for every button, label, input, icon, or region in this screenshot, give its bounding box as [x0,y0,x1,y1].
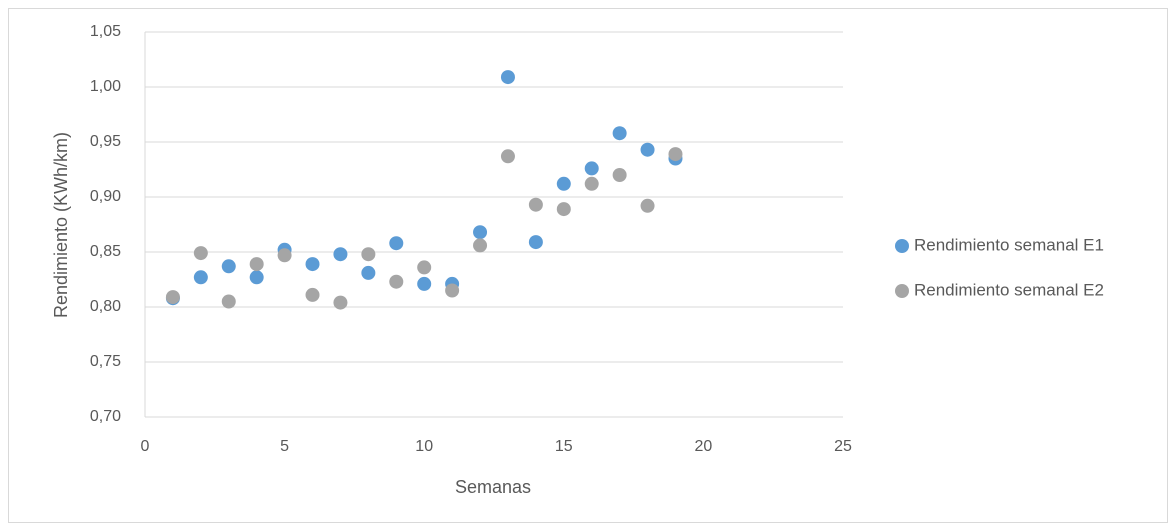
scatter-point [556,202,571,217]
scatter-point [361,265,376,280]
scatter-point [528,235,543,250]
y-tick-label: 1,00 [90,78,121,95]
scatter-point [640,142,655,157]
scatter-point [445,283,460,298]
y-tick-label: 1,05 [90,23,121,40]
scatter-point [249,270,264,285]
scatter-point [500,70,515,85]
x-tick-label: 0 [141,438,150,455]
scatter-point [277,248,292,263]
legend-marker [895,239,909,253]
scatter-point [305,287,320,302]
scatter-point [417,276,432,291]
y-tick-label: 0,95 [90,133,121,150]
y-tick-label: 0,90 [90,188,121,205]
scatter-point [668,147,683,162]
x-tick-label: 10 [415,438,433,455]
y-axis-label: Rendimiento (KWh/km) [51,132,71,318]
scatter-point [249,257,264,272]
scatter-point [221,259,236,274]
x-tick-label: 20 [695,438,713,455]
legend-marker [895,284,909,298]
y-tick-label: 0,80 [90,298,121,315]
scatter-point [333,295,348,310]
scatter-point [361,247,376,262]
x-axis-label: Semanas [455,477,531,497]
scatter-point [584,176,599,191]
x-tick-label: 5 [280,438,289,455]
scatter-point [556,176,571,191]
chart-border [8,8,1168,523]
scatter-point [612,168,627,182]
scatter-point [221,294,236,309]
scatter-point [473,225,488,240]
scatter-point [528,197,543,212]
scatter-point [333,247,348,262]
scatter-point [389,274,404,289]
scatter-point [165,290,180,305]
legend-label: Rendimiento semanal E1 [914,235,1104,254]
y-tick-label: 0,70 [90,408,121,425]
scatter-point [389,236,404,251]
x-tick-label: 15 [555,438,573,455]
legend-label: Rendimiento semanal E2 [914,280,1104,299]
scatter-point [305,257,320,272]
y-tick-label: 0,85 [90,243,121,260]
scatter-point [193,246,208,261]
scatter-point [193,270,208,285]
scatter-point [612,126,627,141]
scatter-point [500,149,515,164]
scatter-point [640,198,655,213]
scatter-point [584,161,599,176]
scatter-point [473,238,488,253]
x-tick-label: 25 [834,438,852,455]
scatter-point [417,260,432,275]
y-tick-label: 0,75 [90,353,121,370]
